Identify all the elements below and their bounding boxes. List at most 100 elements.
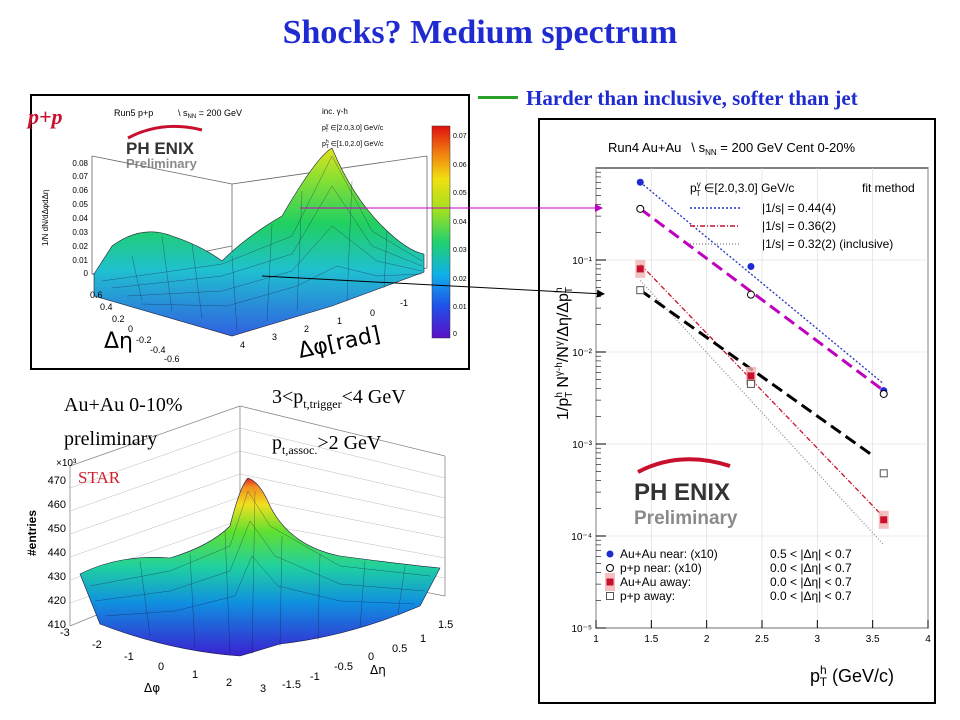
svg-text:460: 460 xyxy=(48,499,66,511)
assoc-range-label: pt,assoc.>2 GeV xyxy=(272,432,382,457)
svg-text:2: 2 xyxy=(226,677,232,689)
svg-text:0.6: 0.6 xyxy=(90,290,103,300)
data-point-series-1 xyxy=(636,204,645,213)
svg-text:0: 0 xyxy=(128,324,133,334)
svg-text:3: 3 xyxy=(272,332,277,342)
svg-text:0: 0 xyxy=(453,331,457,338)
spectrum-ticks: 1 1.5 2 2.5 3 3.5 4 10⁻⁵ 10⁻⁴ 10⁻³ 10⁻² 10⁻¹ xyxy=(571,171,931,645)
pp-surface-mesh xyxy=(101,155,423,332)
svg-text:0.02: 0.02 xyxy=(72,242,88,251)
star-logo-text: STAR xyxy=(78,468,121,487)
svg-text:0.04: 0.04 xyxy=(72,214,88,223)
spectrum-xlabel: ph T (GeV/c) xyxy=(810,663,894,689)
svg-text:0: 0 xyxy=(370,308,375,318)
trigger-range-label: 3<pt,trigger<4 GeV xyxy=(272,386,406,411)
svg-text:-1: -1 xyxy=(310,671,320,683)
svg-text:-0.5: -0.5 xyxy=(334,661,353,673)
series-legend-range-3: 0.0 < |Δη| < 0.7 xyxy=(770,589,852,603)
series-legend-marker-0 xyxy=(606,550,614,558)
series-legend-name-1: p+p near: (x10) xyxy=(620,561,702,575)
spectrum-ylabel: 1/pTh Nγ-h/Nγ/Δη/ΔpTh xyxy=(554,287,575,420)
svg-text:4: 4 xyxy=(240,340,245,350)
svg-text:0.03: 0.03 xyxy=(72,228,88,237)
svg-text:1.5: 1.5 xyxy=(438,619,453,631)
pp-surface-plot: Run5 p+p \ sNN = 200 GeV inc. γ-h pγ T ∈[… xyxy=(41,107,467,364)
svg-text:3: 3 xyxy=(260,683,266,695)
spectrum-y-tick-label: 10⁻⁵ xyxy=(571,624,592,635)
svg-text:-0.2: -0.2 xyxy=(136,335,152,345)
svg-text:-2: -2 xyxy=(92,639,102,651)
spectrum-y-tick-label: 10⁻¹ xyxy=(572,256,592,267)
pp-eta-ticks: 0.6 0.4 0.2 0 -0.2 -0.4 -0.6 xyxy=(90,290,180,364)
spectrum-y-tick-label: 10⁻³ xyxy=(572,440,592,451)
series-legend-marker-1 xyxy=(606,564,614,572)
svg-text:0: 0 xyxy=(368,651,374,663)
data-point-series-0 xyxy=(636,178,644,186)
series-legend-name-0: Au+Au near: (x10) xyxy=(620,547,718,561)
data-point-series-1 xyxy=(879,389,888,398)
svg-text:0.01: 0.01 xyxy=(453,304,467,311)
star-z-exponent: ×10³ xyxy=(56,458,77,469)
spectrum-y-tick-label: 10⁻² xyxy=(572,348,592,359)
svg-text:0.07: 0.07 xyxy=(453,133,467,140)
pp-phenix-logo: PH ENIX xyxy=(126,139,195,158)
fit-header-label: pγ T ∈[2.0,3.0] GeV/c xyxy=(690,180,794,198)
pp-pt-gamma-label: pγ T ∈[2.0,3.0] GeV/c xyxy=(322,123,384,134)
spectrum-grid xyxy=(595,168,929,629)
fit-line-0 xyxy=(639,181,885,385)
star-eta-label: Δη xyxy=(370,663,386,677)
star-surface-plot: ×10³ 470 460 450 440 430 420 410 #entrie… xyxy=(25,405,453,695)
svg-text:-0.6: -0.6 xyxy=(164,354,180,364)
pp-run-label: Run5 p+p xyxy=(114,108,153,118)
svg-text:0.03: 0.03 xyxy=(453,247,467,254)
auau-spectrum-panel: Run4 Au+Au \ sNN = 200 GeV Cent 0-20% 1 1.… xyxy=(538,118,936,704)
data-point-series-1 xyxy=(746,290,755,299)
series-legend-marker-2 xyxy=(606,578,614,586)
auau-spectrum-chart: Run4 Au+Au \ sNN = 200 GeV Cent 0-20% 1 1.… xyxy=(554,140,931,689)
star-centrality-label: Au+Au 0-10% xyxy=(64,394,183,416)
fit-method-label: fit method xyxy=(862,181,915,195)
svg-text:0: 0 xyxy=(84,269,89,278)
pp-label: p+p xyxy=(28,104,63,129)
svg-text:0.2: 0.2 xyxy=(112,314,125,324)
star-eta-ticks: 1.5 1 0.5 0 -0.5 -1 -1.5 xyxy=(282,619,453,691)
svg-text:1: 1 xyxy=(420,633,426,645)
svg-text:1: 1 xyxy=(337,316,342,326)
svg-text:0.08: 0.08 xyxy=(72,159,88,168)
svg-text:410: 410 xyxy=(48,619,66,631)
series-legend: Au+Au near: (x10) 0.5 < |Δη| < 0.7 p+p nea… xyxy=(605,547,852,603)
svg-text:-3: -3 xyxy=(60,627,70,639)
data-point-series-3 xyxy=(746,379,755,388)
svg-text:440: 440 xyxy=(48,547,66,559)
pp-z-label: 1/N dN/dΔφdΔη xyxy=(41,190,50,246)
spectrum-y-tick-label: 10⁻⁴ xyxy=(571,532,592,543)
svg-text:420: 420 xyxy=(48,595,66,607)
spectrum-preliminary: Preliminary xyxy=(634,508,738,529)
spectrum-x-tick-label: 2 xyxy=(704,634,710,645)
pp-phenix-logo-swoosh xyxy=(127,124,203,140)
spectrum-x-tick-label: 3.5 xyxy=(866,634,880,645)
svg-text:1: 1 xyxy=(192,669,198,681)
pp-pt-h-label: ph T ∈[1.0,2.0] GeV/c xyxy=(322,139,384,150)
star-preliminary-label: preliminary xyxy=(64,428,158,450)
series-legend-range-1: 0.0 < |Δη| < 0.7 xyxy=(770,561,852,575)
data-point-series-2 xyxy=(636,265,644,273)
overlay-line-0 xyxy=(639,207,885,392)
spectrum-x-tick-label: 1.5 xyxy=(644,634,658,645)
svg-text:-1: -1 xyxy=(400,298,408,308)
svg-text:470: 470 xyxy=(48,475,66,487)
svg-text:-0.4: -0.4 xyxy=(150,345,166,355)
pp-inc-label: inc. γ-h xyxy=(322,107,348,116)
star-phi-label: Δφ xyxy=(144,681,160,695)
spectrum-x-tick-label: 1 xyxy=(593,634,599,645)
overlay-line-1 xyxy=(639,288,874,457)
svg-text:0.02: 0.02 xyxy=(453,276,467,283)
star-surface-mesh xyxy=(89,490,431,655)
spectrum-x-tick-label: 4 xyxy=(925,634,931,645)
svg-text:-1: -1 xyxy=(124,651,134,663)
pp-colorbar xyxy=(431,125,451,339)
star-surface xyxy=(79,477,441,657)
series-legend-range-2: 0.0 < |Δη| < 0.7 xyxy=(770,575,852,589)
pp-z-ticks: 0.08 0.07 0.06 0.05 0.04 0.03 0.02 0.01 … xyxy=(72,159,88,278)
slide-subtitle: Harder than inclusive, softer than jet xyxy=(526,86,858,110)
